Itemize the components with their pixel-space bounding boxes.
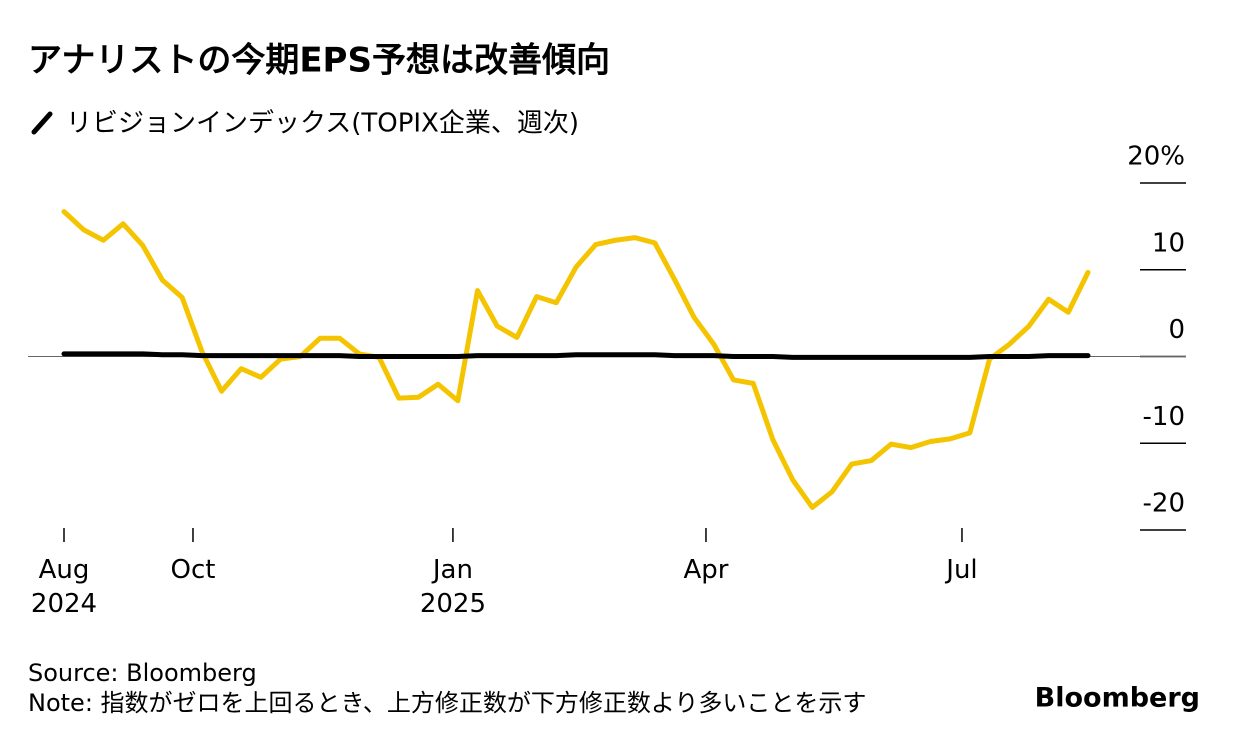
x-tick-label: Oct bbox=[170, 555, 216, 585]
x-tick-label: Jul bbox=[946, 555, 978, 585]
x-tick-label: Aug 2024 bbox=[30, 555, 98, 619]
line bbox=[61, 209, 1091, 510]
y-tick-label: -10 bbox=[1143, 402, 1185, 432]
source: Source: Bloomberg bbox=[28, 659, 257, 687]
x-tick-label: Jan 2025 bbox=[419, 555, 486, 619]
line bbox=[61, 351, 1091, 360]
note: Note: 指数がゼロを上回るとき、上方修正数が下方修正数より多いことを示す bbox=[28, 689, 866, 717]
x-tick-label: Apr bbox=[683, 555, 729, 585]
y-tick-label: 0 bbox=[1168, 315, 1185, 345]
legend-icon bbox=[31, 111, 53, 135]
chart-title: アナリストの今期EPS予想は改善傾向 bbox=[28, 41, 610, 81]
y-tick-label: -20 bbox=[1143, 489, 1185, 519]
legend-label: リビジョンインデックス(TOPIX企業、週次) bbox=[66, 109, 579, 139]
brand: Bloomberg bbox=[1035, 683, 1200, 714]
y-tick-label: 20% bbox=[1127, 142, 1185, 172]
y-tick-label: 10 bbox=[1152, 228, 1185, 258]
